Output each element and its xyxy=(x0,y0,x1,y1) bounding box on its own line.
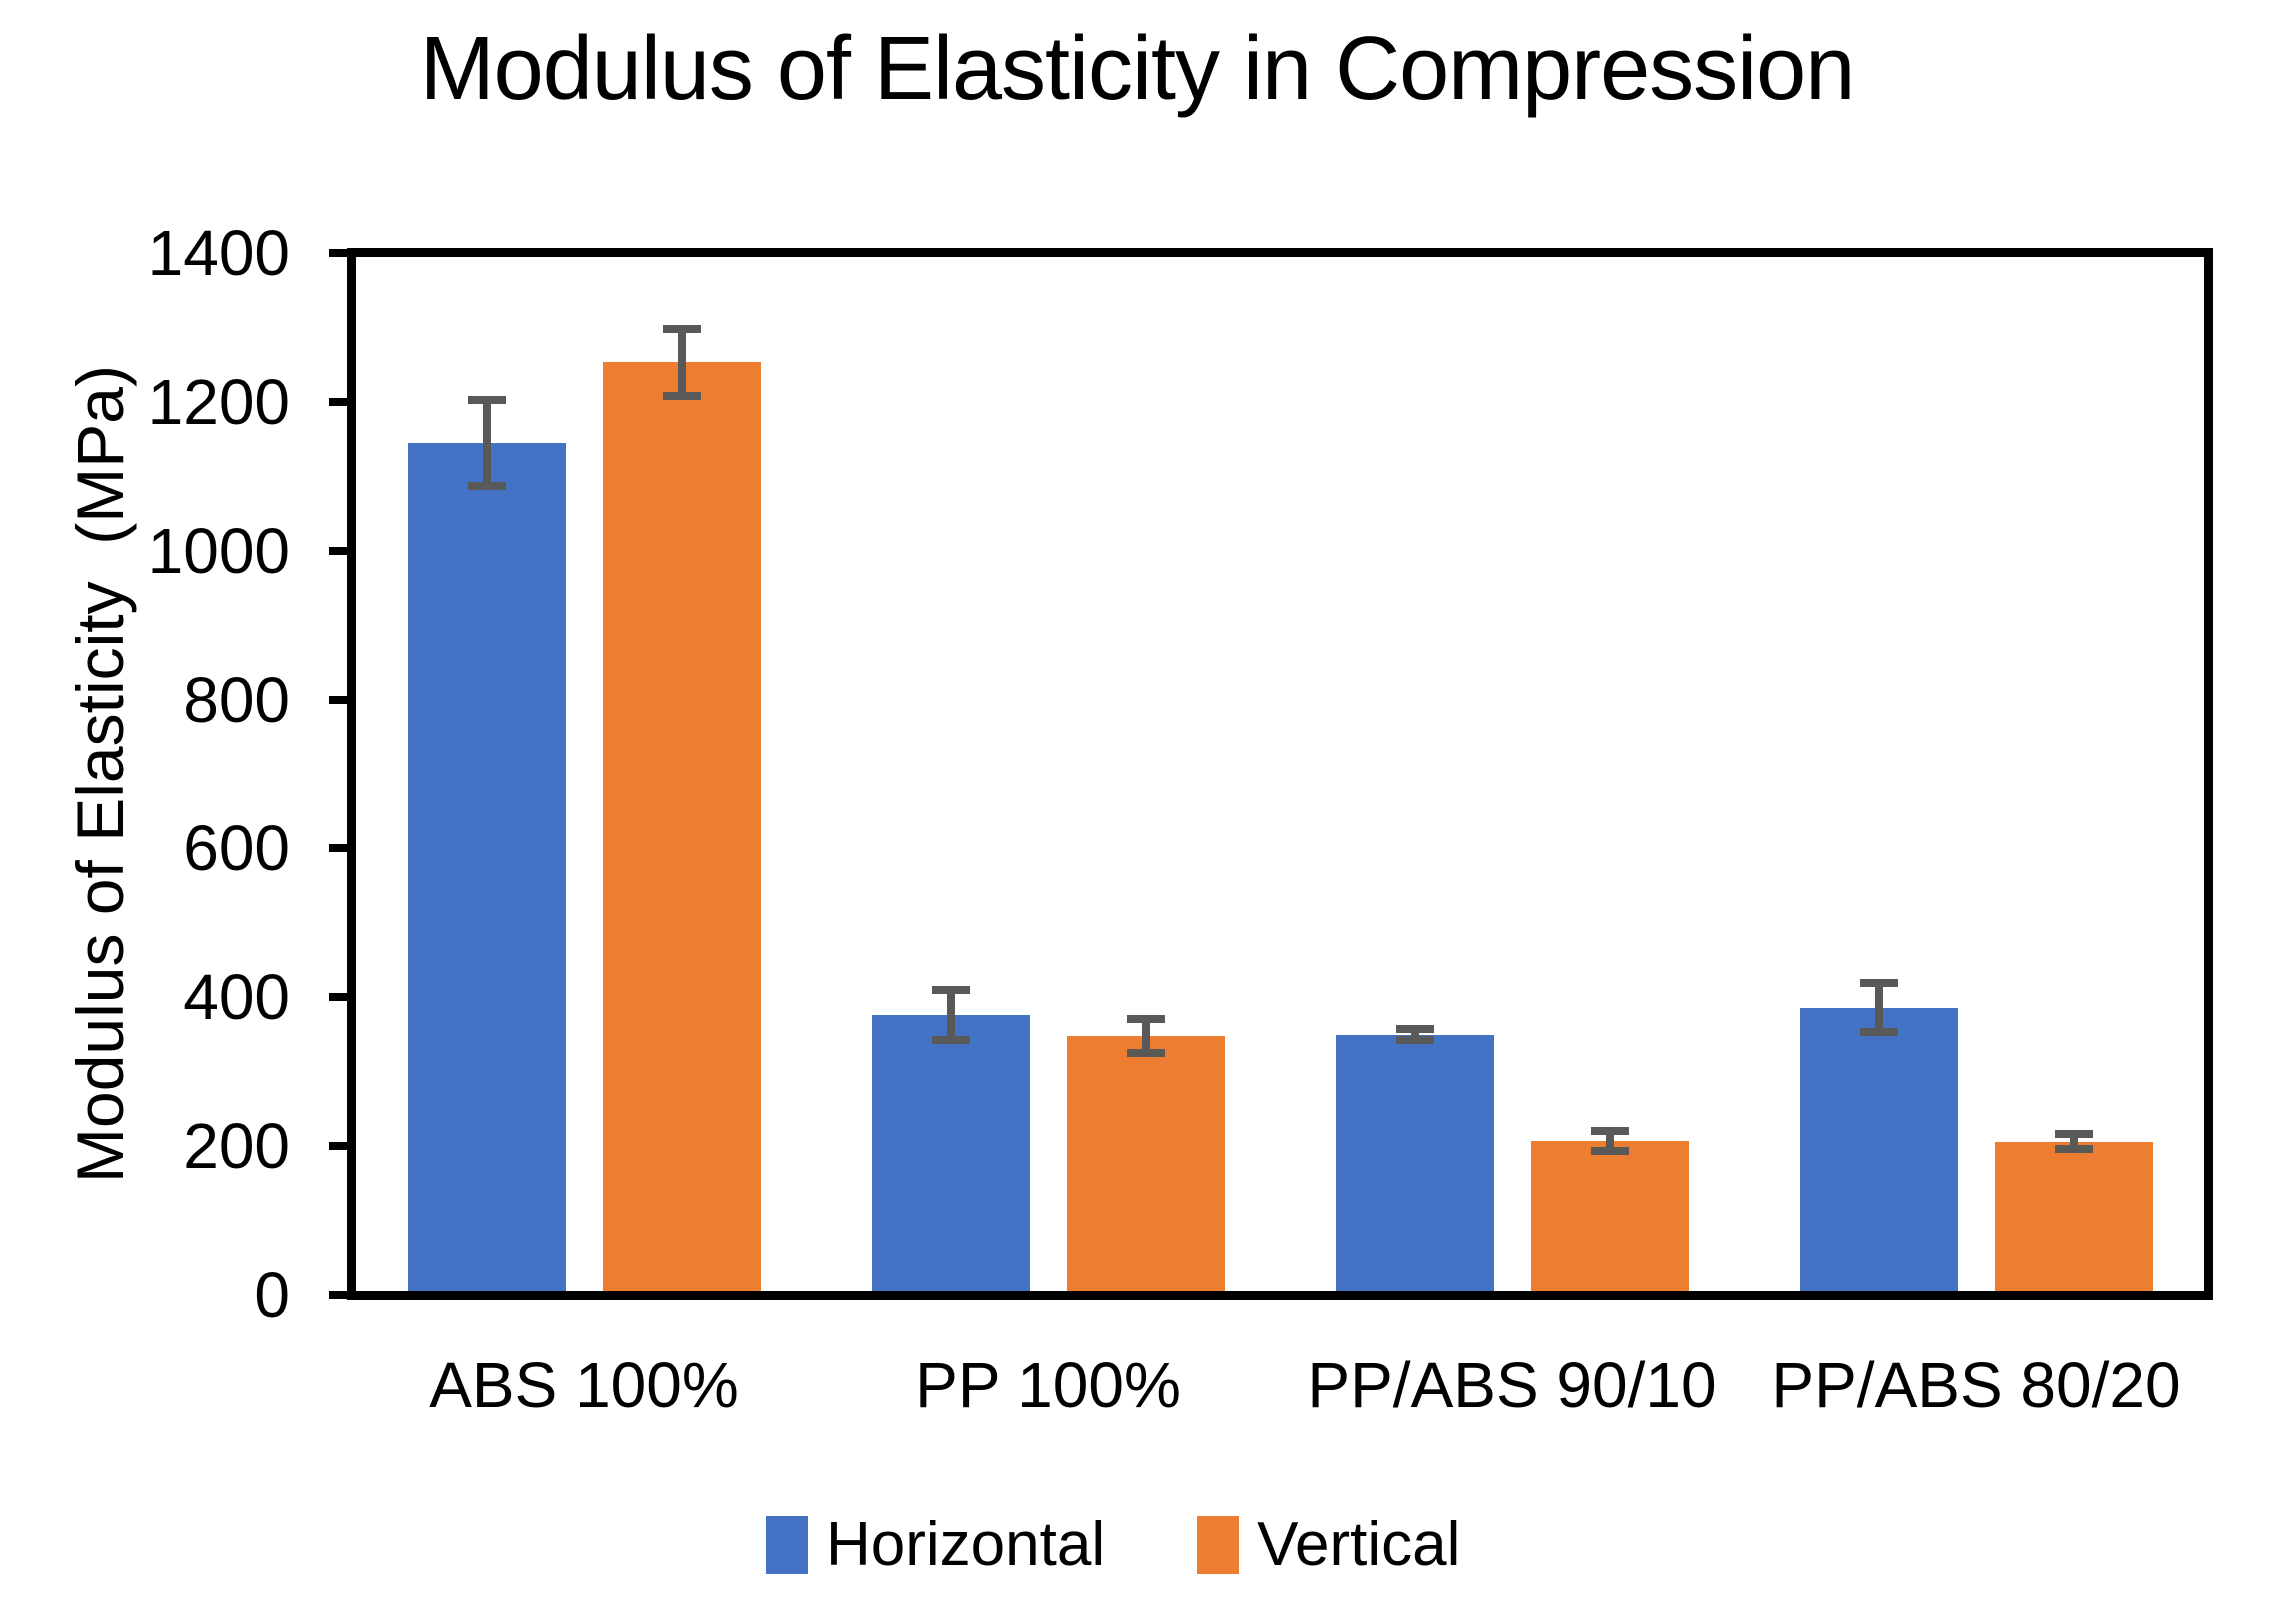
error-bar-part xyxy=(1396,1036,1434,1045)
error-bar-part xyxy=(2070,1134,2078,1150)
y-axis-title: Modulus of Elasticity (MPa) xyxy=(63,365,137,1183)
y-tick-label-1000: 1000 xyxy=(147,514,290,587)
x-category-label-abs-100: ABS 100% xyxy=(429,1349,739,1421)
x-category-label-pp-100: PP 100% xyxy=(915,1349,1181,1421)
bar-vertical-pp-abs-90-10 xyxy=(1531,1140,1689,1291)
error-bar-part xyxy=(1396,1024,1434,1033)
error-bar-part xyxy=(1875,983,1883,1033)
error-bar-part xyxy=(1860,979,1898,988)
chart-title: Modulus of Elasticity in Compression xyxy=(419,19,1856,119)
bar-vertical-pp-100 xyxy=(1067,1035,1225,1291)
legend-label-vertical: Vertical xyxy=(1257,1510,1461,1579)
y-tick-label-400: 400 xyxy=(183,961,290,1034)
y-tick-400 xyxy=(329,993,352,1002)
error-bar-part xyxy=(663,324,701,333)
legend-item-vertical: Vertical xyxy=(1197,1514,1460,1576)
y-tick-label-600: 600 xyxy=(183,812,290,885)
y-tick-800 xyxy=(329,695,352,704)
x-category-label-pp-abs-90-10: PP/ABS 90/10 xyxy=(1307,1349,1717,1421)
bar-vertical-pp-abs-80-20 xyxy=(1995,1141,2153,1291)
y-tick-label-1200: 1200 xyxy=(147,365,290,438)
error-bar-part xyxy=(1606,1131,1614,1151)
legend-label-horizontal: Horizontal xyxy=(826,1510,1106,1579)
error-bar-part xyxy=(947,989,955,1041)
error-bar-part xyxy=(483,399,491,486)
x-category-label-pp-abs-80-20: PP/ABS 80/20 xyxy=(1771,1349,2181,1421)
error-bar-part xyxy=(2055,1145,2093,1154)
legend-swatch-horizontal xyxy=(766,1516,808,1574)
error-bar-part xyxy=(678,328,686,396)
y-tick-label-1400: 1400 xyxy=(147,217,290,289)
error-bar-part xyxy=(1127,1014,1165,1023)
error-bar-part xyxy=(2055,1130,2093,1139)
bar-horizontal-pp-abs-80-20 xyxy=(1800,1007,1958,1291)
y-tick-600 xyxy=(329,844,352,853)
y-tick-200 xyxy=(329,1142,352,1151)
y-tick-0 xyxy=(329,1291,352,1299)
legend: Horizontal Vertical xyxy=(766,1514,1460,1576)
y-tick-label-800: 800 xyxy=(183,663,290,736)
error-bar-part xyxy=(663,391,701,400)
bar-horizontal-pp-100 xyxy=(872,1015,1030,1291)
y-tick-1200 xyxy=(329,397,352,406)
bar-vertical-abs-100 xyxy=(603,362,761,1291)
error-bar-part xyxy=(932,985,970,994)
error-bar-part xyxy=(468,481,506,490)
error-bar-part xyxy=(1860,1028,1898,1037)
legend-swatch-vertical xyxy=(1197,1516,1240,1574)
legend-item-horizontal: Horizontal xyxy=(766,1514,1105,1576)
error-bar-part xyxy=(1127,1049,1165,1058)
y-tick-1400 xyxy=(329,249,352,257)
bar-horizontal-pp-abs-90-10 xyxy=(1336,1034,1494,1291)
error-bar-part xyxy=(468,395,506,404)
error-bar-part xyxy=(1142,1018,1150,1054)
y-tick-label-0: 0 xyxy=(254,1259,290,1331)
error-bar-part xyxy=(1591,1146,1629,1155)
bar-horizontal-abs-100 xyxy=(408,442,566,1291)
y-tick-label-200: 200 xyxy=(183,1110,290,1183)
error-bar-part xyxy=(1411,1028,1419,1041)
y-tick-1000 xyxy=(329,546,352,555)
error-bar-part xyxy=(932,1036,970,1045)
error-bar-part xyxy=(1591,1127,1629,1136)
